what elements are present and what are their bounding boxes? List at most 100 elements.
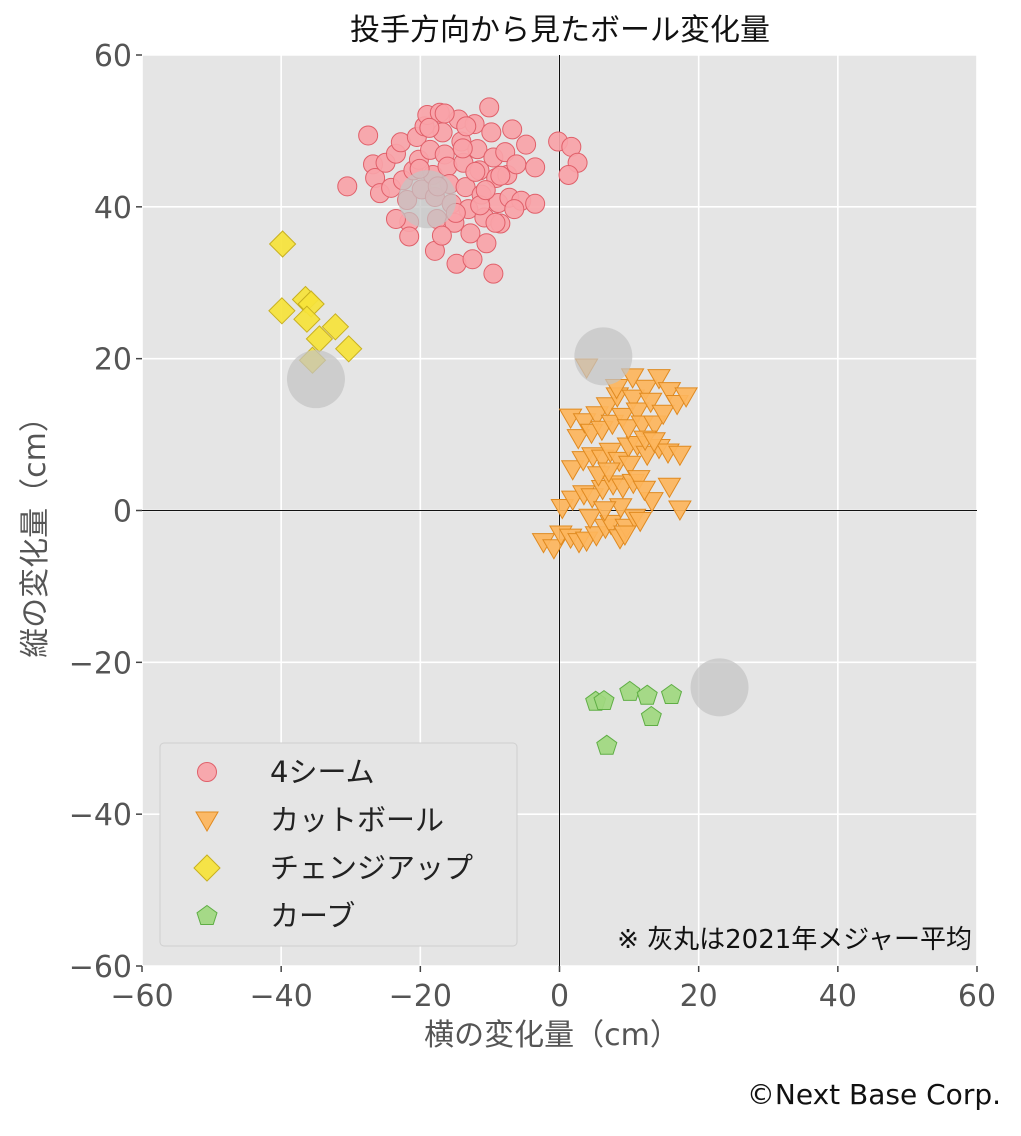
data-point	[628, 511, 653, 533]
legend-box	[159, 742, 518, 947]
legend-label: カーブ	[270, 899, 355, 933]
data-point	[657, 477, 682, 499]
data-point	[636, 684, 658, 705]
data-point	[651, 404, 676, 426]
league-average-marker	[574, 327, 633, 386]
data-point	[633, 379, 658, 401]
data-point	[385, 208, 406, 229]
annotation-note: ※ 灰丸は2021年メジャー平均	[617, 925, 972, 955]
data-point	[452, 138, 473, 159]
data-point	[596, 734, 618, 755]
data-point	[668, 445, 692, 467]
data-point	[638, 392, 663, 414]
data-point	[647, 369, 671, 390]
data-point	[358, 125, 379, 146]
data-point	[476, 233, 497, 254]
data-point	[525, 193, 546, 214]
x-tick-label: −40	[250, 979, 313, 1014]
data-point	[619, 680, 641, 701]
data-point	[642, 415, 667, 436]
data-point	[525, 157, 546, 178]
data-point	[610, 407, 635, 429]
data-point	[516, 134, 537, 155]
data-point	[580, 488, 605, 509]
data-point	[431, 225, 452, 246]
data-point	[475, 180, 496, 201]
y-tick-label: 60	[94, 39, 132, 74]
data-point	[593, 689, 615, 710]
y-tick-label: 20	[94, 343, 132, 378]
x-tick-label: 40	[819, 979, 857, 1014]
data-point	[595, 397, 620, 418]
data-point	[542, 539, 566, 560]
y-tick-label: −20	[69, 646, 132, 681]
legend-marker	[197, 762, 217, 782]
credit-text: ©Next Base Corp.	[747, 1078, 1001, 1111]
x-tick-label: −20	[389, 979, 452, 1014]
data-point	[456, 116, 477, 137]
data-point	[268, 297, 296, 325]
league-average-marker	[398, 170, 457, 229]
data-point	[479, 97, 500, 118]
y-tick-label: 0	[113, 495, 132, 530]
data-point	[490, 165, 511, 186]
data-point	[616, 419, 641, 440]
data-point	[558, 164, 579, 185]
data-point	[625, 402, 650, 423]
data-point	[550, 499, 575, 520]
x-tick-label: 60	[958, 979, 996, 1014]
legend-marker	[193, 854, 221, 882]
average-markers	[286, 170, 749, 717]
data-point	[657, 382, 682, 403]
data-point	[613, 525, 637, 546]
data-point	[632, 480, 657, 502]
axes: −60 −40 −20 0 20 40 60 −60 −40 −20 0 20 40 60	[69, 39, 996, 1014]
league-average-marker	[690, 658, 749, 717]
data-point	[578, 508, 602, 530]
data-point	[460, 223, 481, 244]
data-point	[560, 460, 585, 481]
data-point	[293, 305, 321, 333]
x-tick-label: 0	[550, 979, 569, 1014]
series-0	[337, 97, 588, 284]
data-point	[399, 226, 420, 247]
data-point	[485, 212, 506, 233]
data-point	[597, 462, 621, 483]
data-point	[617, 455, 642, 477]
y-tick-label: −60	[69, 950, 132, 985]
y-axis-label: 縦の変化量（cm）	[18, 402, 53, 658]
x-tick-label: −60	[110, 979, 173, 1014]
legend-marker	[196, 904, 218, 925]
y-tick-label: −40	[69, 798, 132, 833]
data-point	[674, 387, 698, 408]
data-point	[640, 705, 662, 726]
data-point	[483, 263, 504, 284]
data-point	[626, 470, 651, 491]
legend-label: チェンジアップ	[270, 851, 473, 885]
data-points	[268, 97, 698, 755]
legend-label: 4シーム	[270, 755, 375, 789]
data-point	[642, 432, 666, 453]
chart-title: 投手方向から見たボール変化量	[350, 13, 770, 48]
data-point	[419, 117, 440, 138]
x-axis-label: 横の変化量（cm）	[424, 1018, 680, 1053]
data-point	[334, 335, 363, 363]
data-point	[566, 429, 591, 450]
data-point	[337, 176, 358, 197]
data-point	[506, 154, 527, 175]
data-point	[321, 313, 350, 341]
data-point	[465, 161, 486, 182]
data-point	[621, 389, 646, 411]
data-point	[434, 103, 455, 124]
series-3	[585, 680, 683, 755]
x-tick-label: 20	[680, 979, 718, 1014]
data-point	[504, 199, 525, 220]
data-point	[592, 501, 617, 522]
data-point	[572, 413, 597, 434]
series-1	[531, 358, 698, 560]
data-point	[660, 683, 683, 704]
data-point	[462, 249, 483, 270]
